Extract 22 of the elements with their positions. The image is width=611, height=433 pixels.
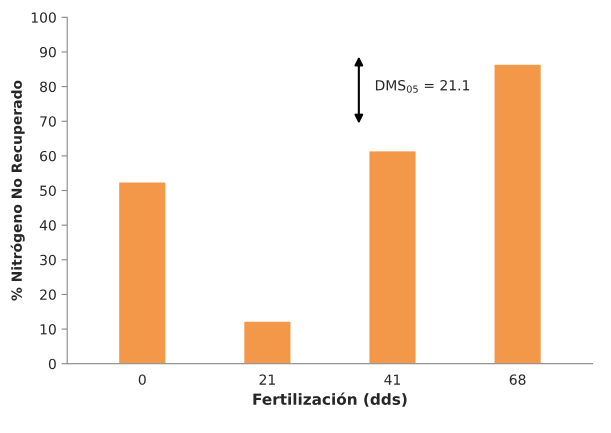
x-tick-label: 41 [384, 374, 400, 385]
annotation: DMS$_{05}$ = 21.1 [376, 80, 470, 93]
y-tick-label: 10 [40, 324, 56, 335]
y-tick-label: 50 [40, 185, 56, 196]
x-tick-label: 68 [510, 374, 526, 385]
y-tick-label: 30 [40, 254, 56, 266]
y-tick-label: 0 [48, 358, 56, 370]
x-tick-label: 0 [138, 374, 146, 385]
bar [493, 63, 542, 364]
x-axis-title: Fertilización (dds) [253, 392, 407, 407]
y-tick-label: 80 [40, 82, 56, 92]
y-tick-label: 90 [40, 46, 56, 58]
y-tick-label: 70 [40, 116, 56, 127]
x-tick-label: 21 [260, 374, 275, 385]
bar [242, 320, 292, 364]
bar [118, 181, 167, 364]
bar [368, 150, 417, 364]
y-tick-label: 60 [40, 150, 56, 162]
y-tick-label: 100 [32, 12, 56, 23]
y-axis-title: % Nitrógeno No Recuperado [10, 80, 25, 301]
y-tick-label: 20 [40, 289, 56, 300]
y-tick-label: 40 [40, 220, 56, 231]
